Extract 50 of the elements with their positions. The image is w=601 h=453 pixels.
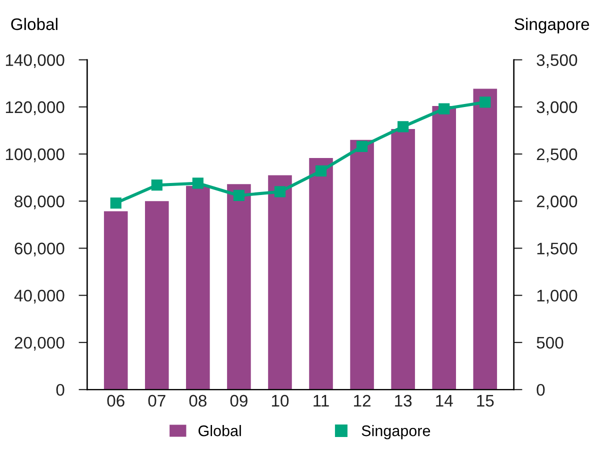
bar — [309, 158, 333, 390]
x-tick-label: 09 — [230, 394, 248, 407]
bar — [144, 201, 169, 390]
y2-tick-label: 1,500 — [537, 242, 578, 256]
y2-tick-label: 3,000 — [536, 101, 578, 116]
y-tick-label: 20,000 — [14, 336, 64, 351]
y-tick-label: 60,000 — [14, 242, 64, 256]
bar — [391, 129, 415, 390]
point — [233, 190, 245, 202]
point — [110, 197, 122, 209]
x-tick-label: 13 — [395, 394, 412, 407]
point — [192, 178, 204, 189]
x-tick-label: 15 — [477, 395, 494, 407]
point — [151, 180, 162, 191]
bar — [186, 186, 210, 390]
y-tick-label: 120,000 — [6, 101, 64, 116]
y2-tick-label: 2,500 — [536, 148, 578, 162]
point — [480, 96, 491, 108]
x-tick-label: 10 — [272, 394, 289, 407]
y-tick-label: 80,000 — [14, 196, 64, 210]
y-axis-title: Global — [11, 18, 58, 30]
y2-tick-label: 1,000 — [537, 290, 578, 304]
x-tick-label: 07 — [148, 394, 166, 407]
y2-tick-label: 2,000 — [536, 196, 578, 210]
bar — [350, 140, 374, 390]
point — [356, 140, 368, 152]
y-tick-label: 100,000 — [6, 148, 64, 162]
point — [274, 186, 286, 198]
bar — [268, 175, 292, 390]
y2-tick-label: 500 — [536, 336, 564, 349]
x-tick-label: 14 — [436, 395, 453, 407]
y-tick-label: 40,000 — [14, 290, 64, 304]
bar — [227, 184, 251, 390]
y-tick-label: 0 — [56, 384, 64, 396]
y2-axis-title: Singapore — [514, 18, 590, 34]
y2-tick-label: 0 — [536, 384, 545, 396]
legend-label: Singapore — [362, 425, 430, 440]
point — [315, 165, 327, 177]
y2-tick-label: 3,500 — [536, 54, 578, 68]
bar — [473, 88, 498, 390]
legend-label: Global — [198, 425, 241, 436]
point — [438, 103, 450, 114]
x-tick-label: 12 — [354, 394, 370, 407]
x-tick-label: 08 — [189, 394, 206, 407]
bar — [432, 106, 456, 390]
x-tick-label: 11 — [314, 395, 329, 407]
y-tick-label: 140,000 — [6, 54, 64, 68]
x-tick-label: 06 — [107, 394, 124, 407]
bar — [104, 211, 128, 390]
point — [398, 121, 409, 132]
